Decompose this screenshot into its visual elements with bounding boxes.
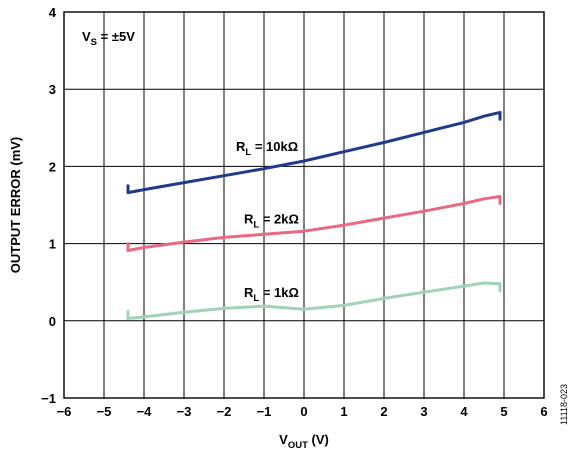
x-tick-label: −4 [137,404,153,419]
y-tick-label: 3 [49,82,56,97]
y-tick-label: −1 [41,391,56,406]
y-tick-label: 0 [49,314,56,329]
x-tick-label: −1 [257,404,272,419]
x-tick-label: −3 [177,404,192,419]
series-lines [126,110,502,320]
x-tick-label: 3 [420,404,427,419]
grid [63,11,545,399]
y-axis-title: OUTPUT ERROR (mV) [8,137,23,274]
x-tick-label: −2 [217,404,232,419]
series-line-1 [126,195,502,252]
series-line-2 [126,281,502,320]
plot-frame [63,11,545,399]
series-label-0: RL = 10kΩ [236,139,298,158]
series-line-0 [126,110,502,195]
series-labels: RL = 10kΩ RL = 2kΩ RL = 1kΩ [236,139,299,304]
figure-id: 11118-023 [559,384,569,425]
supply-annotation: VS = ±5V [82,29,135,48]
x-tick-label: 5 [500,404,507,419]
y-tick-label: 1 [49,237,56,252]
x-tick-label: 4 [460,404,468,419]
x-tick-label: 1 [340,404,347,419]
series-label-1: RL = 2kΩ [244,212,299,231]
x-tick-label: 6 [540,404,547,419]
x-axis-title: VOUT (V) [279,432,329,451]
x-tick-label: −5 [97,404,112,419]
x-tick-label: 2 [380,404,387,419]
y-tick-label: 2 [49,159,56,174]
x-tick-label: −6 [57,404,72,419]
tick-labels: −6 −5 −4 −3 −2 −1 0 1 2 3 4 5 6 −1 0 1 2 3 4 [41,5,547,419]
y-tick-label: 4 [49,5,57,20]
x-tick-label: 0 [300,404,307,419]
series-label-2: RL = 1kΩ [244,285,299,304]
